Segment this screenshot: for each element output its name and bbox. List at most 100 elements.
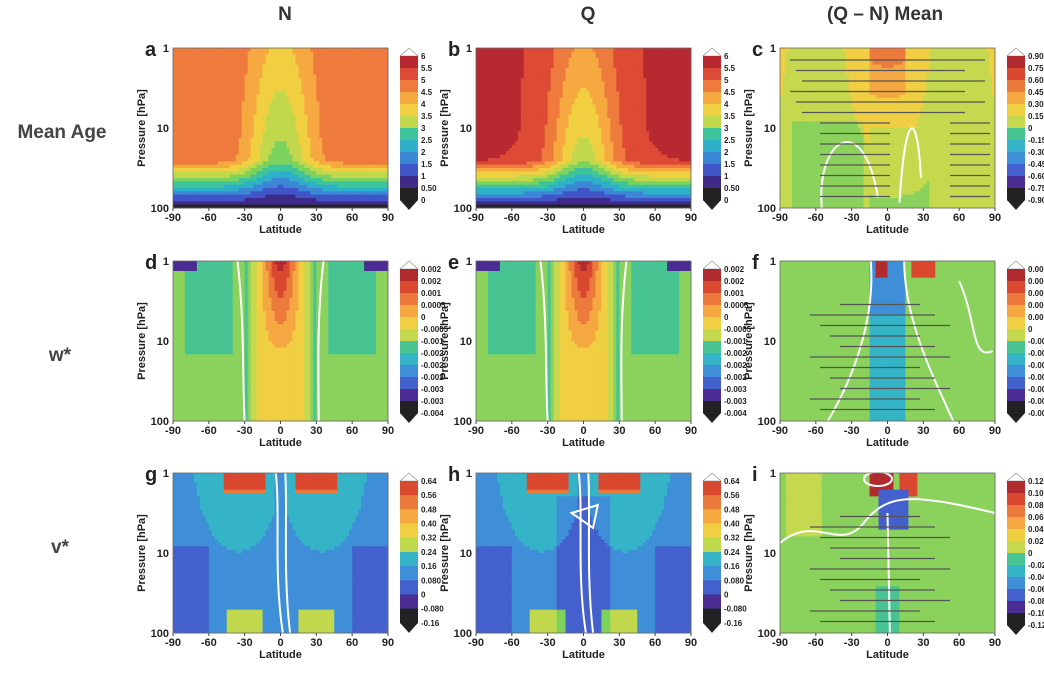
field-cell [212,175,215,179]
field-cell [194,138,197,142]
field-cell [512,121,515,125]
field-cell [334,158,337,162]
field-cell [557,155,560,159]
field-cell [173,141,176,145]
field-cell [236,95,239,99]
field-cell [494,135,497,139]
field-cell [527,91,530,95]
field-cell [179,135,182,139]
field-cell [557,55,560,59]
field-cell [194,131,197,135]
field-cell [319,138,322,142]
field-cell [260,78,263,82]
field-cell [358,165,361,169]
field-cell [364,95,367,99]
field-cell [242,68,245,72]
field-cell [307,201,310,205]
field-cell [283,95,286,99]
field-cell [497,118,500,122]
field-cell [191,168,194,172]
colorbar-segment [400,152,418,165]
field-cell [539,85,542,89]
field-cell [248,71,251,75]
field-cell [310,181,313,185]
field-cell [566,78,569,82]
field-cell [509,185,512,189]
field-cell [173,101,176,105]
field-cell [289,58,292,62]
field-cell [551,185,554,189]
field-cell [236,125,239,129]
field-cell [518,75,521,79]
field-cell [275,148,278,152]
field-cell [182,131,185,135]
field-cell [491,91,494,95]
field-cell [364,201,367,205]
field-cell [254,48,257,52]
field-cell [491,58,494,62]
field-cell [248,185,251,189]
field-cell [545,75,548,79]
field-cell [233,161,236,165]
field-cell [355,165,358,169]
field-cell [292,51,295,55]
field-cell [182,75,185,79]
field-cell [236,85,239,89]
field-cell [488,81,491,85]
field-cell [203,195,206,199]
field-cell [557,188,560,192]
field-cell [242,71,245,75]
field-cell [275,201,278,205]
field-cell [310,98,313,102]
field-cell [488,85,491,89]
field-cell [367,148,370,152]
field-cell [527,195,530,199]
field-cell [248,131,251,135]
field-cell [518,58,521,62]
field-cell [343,68,346,72]
field-cell [310,88,313,92]
field-cell [245,168,248,172]
field-cell [191,121,194,125]
field-cell [497,178,500,182]
field-cell [266,135,269,139]
field-cell [191,51,194,55]
field-cell [221,91,224,95]
field-cell [536,61,539,65]
field-cell [509,195,512,199]
field-cell [206,58,209,62]
field-cell [316,131,319,135]
field-cell [236,148,239,152]
field-cell [218,78,221,82]
field-cell [248,198,251,202]
field-cell [236,195,239,199]
field-cell [266,165,269,169]
field-cell [367,91,370,95]
field-cell [185,175,188,179]
x-tick-label: 0 [277,212,283,224]
field-cell [281,131,284,135]
field-cell [206,65,209,69]
field-cell [254,125,257,129]
field-cell [337,108,340,112]
field-cell [328,98,331,102]
field-cell [283,151,286,155]
field-cell [283,98,286,102]
field-cell [551,131,554,135]
field-cell [361,51,364,55]
field-cell [185,178,188,182]
field-cell [224,118,227,122]
field-cell [319,151,322,155]
field-cell [352,75,355,79]
field-cell [292,71,295,75]
field-cell [509,188,512,192]
field-cell [188,151,191,155]
field-cell [512,55,515,59]
field-cell [382,141,385,145]
field-cell [358,201,361,205]
field-cell [382,101,385,105]
field-cell [283,138,286,142]
field-cell [349,85,352,89]
field-cell [328,171,331,175]
field-cell [367,48,370,52]
